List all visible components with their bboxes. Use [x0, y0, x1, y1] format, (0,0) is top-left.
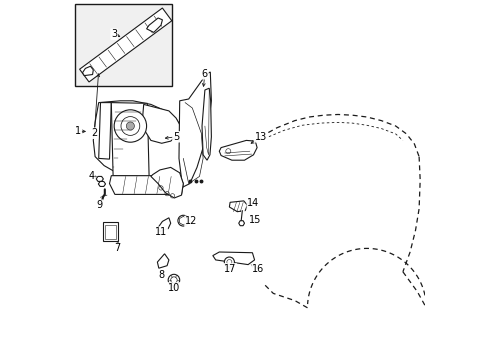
Circle shape [178, 215, 188, 226]
Text: 10: 10 [168, 283, 180, 293]
Text: 3: 3 [111, 29, 117, 39]
Polygon shape [157, 254, 168, 268]
Text: 8: 8 [158, 270, 163, 280]
Polygon shape [80, 8, 171, 82]
Circle shape [168, 274, 179, 286]
Polygon shape [99, 103, 111, 159]
Text: 14: 14 [247, 198, 259, 208]
Polygon shape [212, 252, 254, 265]
Text: 13: 13 [254, 132, 266, 142]
Polygon shape [202, 88, 211, 160]
Text: 1: 1 [75, 126, 81, 136]
Polygon shape [142, 104, 181, 143]
Circle shape [114, 110, 146, 142]
Polygon shape [82, 66, 93, 76]
Polygon shape [109, 176, 183, 194]
Polygon shape [93, 101, 188, 176]
Text: 9: 9 [97, 200, 102, 210]
Polygon shape [96, 176, 103, 181]
Text: 5: 5 [173, 132, 179, 142]
Circle shape [126, 122, 134, 130]
Circle shape [224, 257, 234, 267]
Bar [105, 225, 116, 239]
Polygon shape [179, 72, 211, 187]
Polygon shape [98, 181, 105, 186]
Polygon shape [238, 221, 244, 226]
Polygon shape [229, 201, 247, 212]
Polygon shape [158, 218, 170, 231]
Text: 4: 4 [88, 171, 94, 181]
Text: 12: 12 [184, 216, 197, 226]
FancyBboxPatch shape [103, 222, 118, 241]
Text: 7: 7 [114, 243, 121, 253]
Text: 15: 15 [248, 215, 261, 225]
Text: 6: 6 [202, 69, 207, 79]
Text: 16: 16 [251, 264, 264, 274]
Polygon shape [146, 18, 162, 32]
Polygon shape [219, 140, 257, 160]
Text: 17: 17 [224, 264, 236, 274]
Text: 11: 11 [155, 227, 167, 237]
Polygon shape [111, 103, 149, 176]
Bar [75, 4, 172, 86]
Polygon shape [151, 167, 183, 198]
Text: 2: 2 [91, 128, 97, 138]
